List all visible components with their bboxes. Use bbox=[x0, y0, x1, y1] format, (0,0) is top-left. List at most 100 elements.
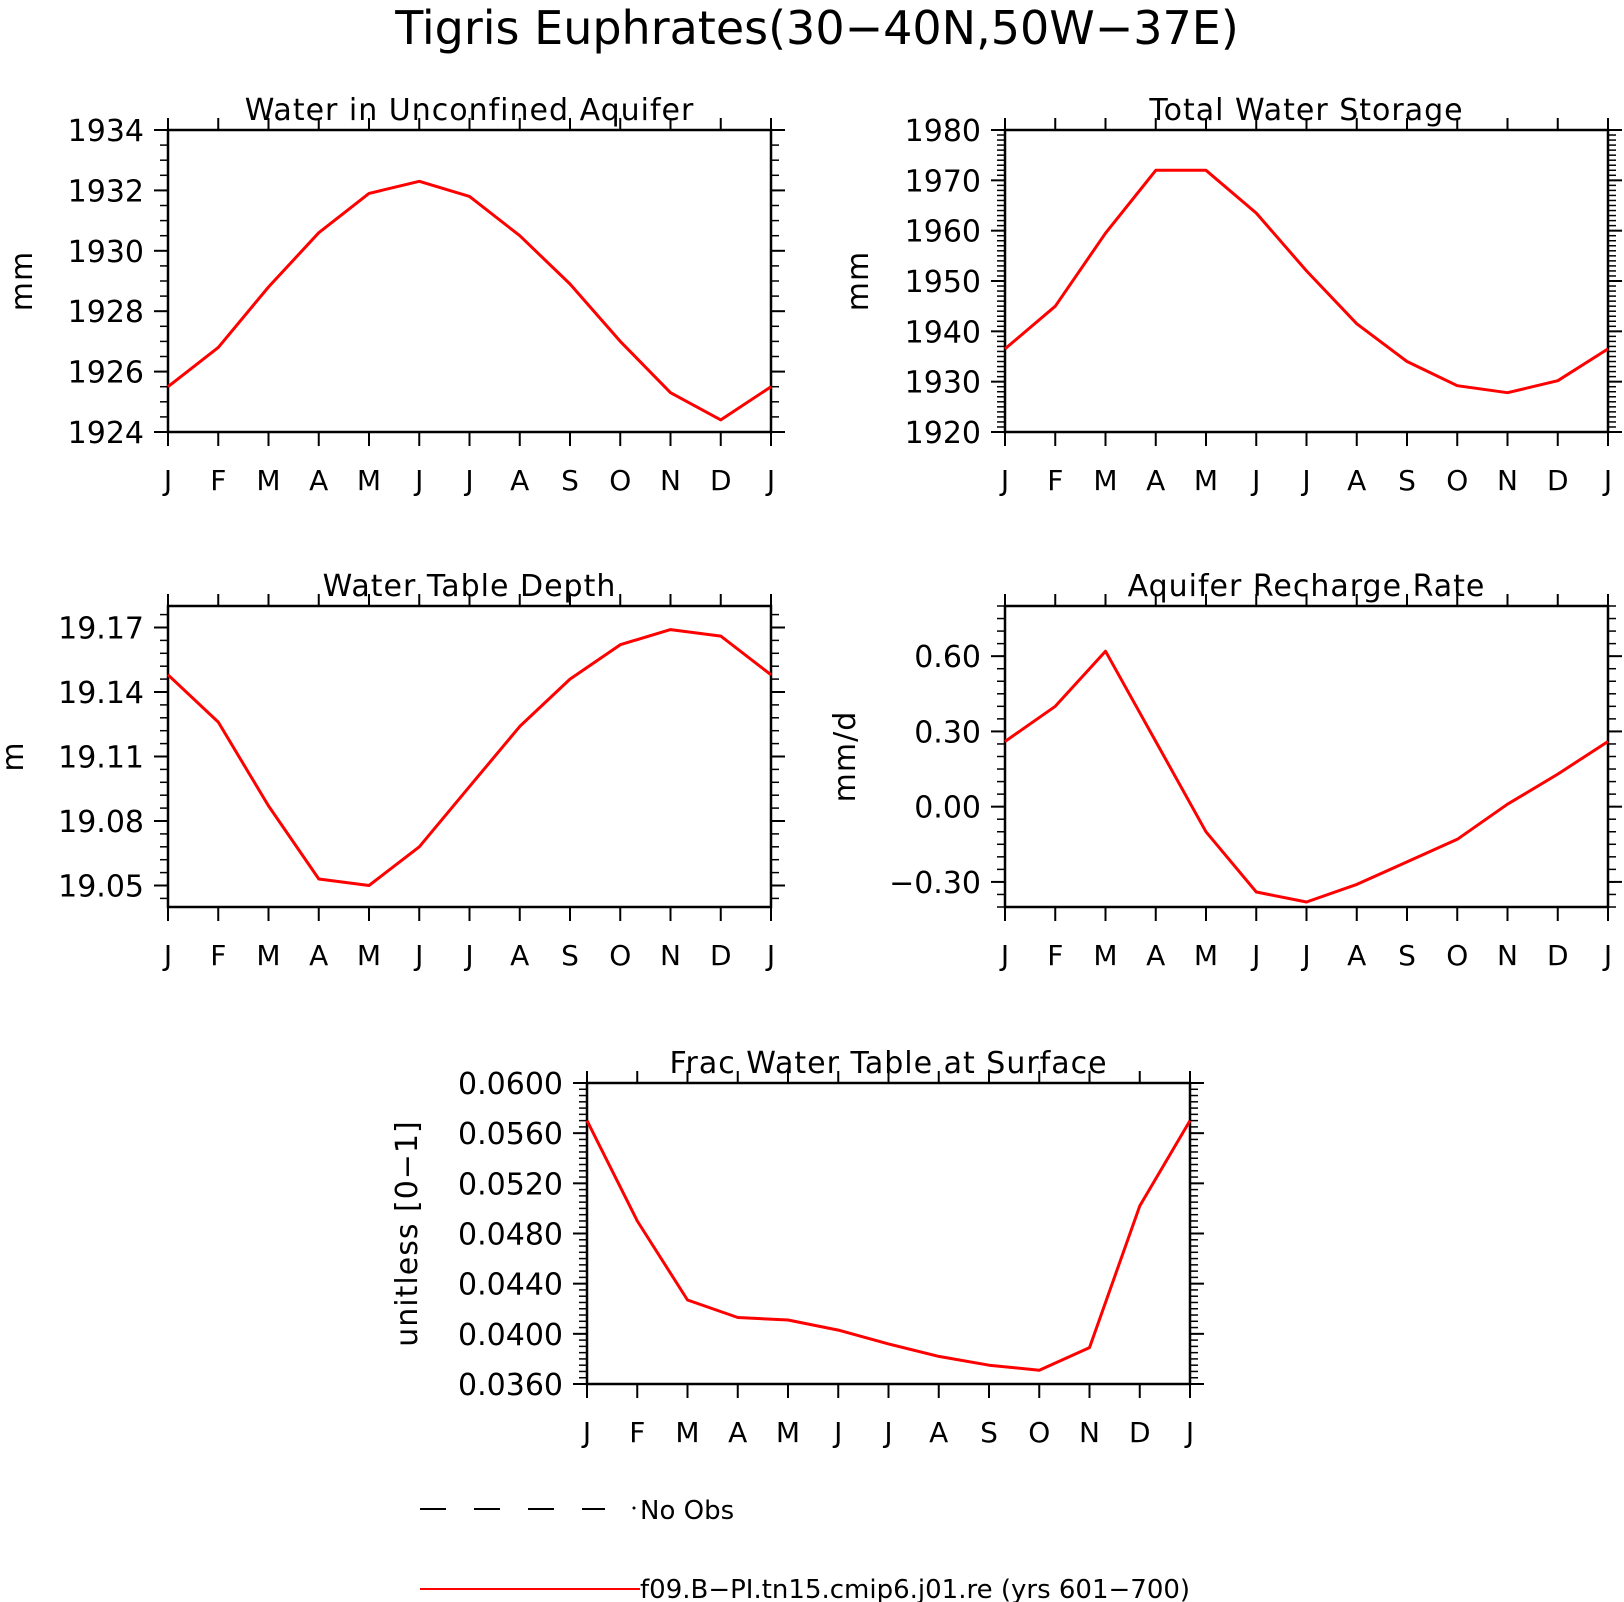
x-tick-label: F bbox=[210, 939, 226, 972]
x-tick-label: J bbox=[581, 1416, 591, 1449]
y-tick-label: 1960 bbox=[905, 215, 981, 250]
x-tick-label: O bbox=[1446, 939, 1468, 972]
x-tick-label: A bbox=[728, 1416, 747, 1449]
y-tick-label: 19.17 bbox=[58, 612, 144, 647]
y-tick-label: 0.00 bbox=[914, 791, 981, 826]
x-tick-label: F bbox=[1047, 939, 1063, 972]
x-tick-label: M bbox=[1093, 939, 1117, 972]
y-tick-label: 0.0480 bbox=[458, 1218, 563, 1253]
x-tick-label: O bbox=[1028, 1416, 1050, 1449]
x-tick-label: A bbox=[510, 464, 529, 497]
y-tick-label: 1940 bbox=[905, 315, 981, 350]
legend-obs-label: No Obs bbox=[640, 1496, 734, 1526]
y-tick-label: 1928 bbox=[68, 295, 144, 330]
x-tick-label: J bbox=[999, 464, 1009, 497]
plot-frame bbox=[585, 1081, 1192, 1386]
x-tick-label: D bbox=[1129, 1416, 1151, 1449]
x-tick-label: J bbox=[463, 464, 473, 497]
x-tick-label: J bbox=[1300, 939, 1310, 972]
x-tick-label: O bbox=[609, 939, 631, 972]
y-tick-label: 1934 bbox=[68, 114, 144, 149]
y-tick-label: 0.0360 bbox=[458, 1368, 563, 1403]
plot-frame bbox=[166, 128, 773, 434]
x-tick-label: D bbox=[1547, 939, 1569, 972]
y-tick-label: 0.0400 bbox=[458, 1318, 563, 1353]
x-tick-label: D bbox=[710, 939, 732, 972]
x-tick-label: J bbox=[413, 464, 423, 497]
y-tick-label: 19.08 bbox=[58, 805, 144, 840]
y-axis-label: mm bbox=[841, 251, 876, 311]
x-tick-label: S bbox=[561, 464, 579, 497]
y-axis-label: m bbox=[0, 741, 31, 771]
x-tick-label: A bbox=[929, 1416, 948, 1449]
x-tick-label: J bbox=[162, 939, 172, 972]
x-tick-label: D bbox=[710, 464, 732, 497]
series-line bbox=[1004, 168, 1609, 395]
x-tick-label: D bbox=[1547, 464, 1569, 497]
plot-frame bbox=[1003, 128, 1610, 434]
y-tick-label: 1920 bbox=[905, 416, 981, 451]
y-tick-label: −0.30 bbox=[889, 866, 981, 901]
x-tick-label: N bbox=[660, 939, 681, 972]
plot-frame bbox=[1003, 604, 1610, 909]
figure-title: Tigris Euphrates(30−40N,50W−37E) bbox=[394, 1, 1239, 55]
x-tick-label: O bbox=[609, 464, 631, 497]
y-tick-label: 0.0600 bbox=[458, 1067, 563, 1102]
x-tick-label: J bbox=[463, 939, 473, 972]
y-tick-label: 19.05 bbox=[58, 870, 144, 905]
x-tick-label: M bbox=[776, 1416, 800, 1449]
x-tick-label: M bbox=[1194, 939, 1218, 972]
x-tick-label: J bbox=[1184, 1416, 1194, 1449]
x-tick-label: A bbox=[309, 464, 328, 497]
x-tick-label: N bbox=[1079, 1416, 1100, 1449]
y-axis-label: mm bbox=[5, 251, 40, 311]
x-tick-label: A bbox=[1347, 939, 1366, 972]
y-tick-label: 1950 bbox=[905, 265, 981, 300]
y-tick-label: 1970 bbox=[905, 164, 981, 199]
x-tick-label: O bbox=[1446, 464, 1468, 497]
series-line bbox=[585, 1119, 1192, 1372]
x-tick-label: M bbox=[357, 464, 381, 497]
x-tick-label: N bbox=[660, 464, 681, 497]
y-tick-label: 0.60 bbox=[914, 640, 981, 675]
x-tick-label: J bbox=[882, 1416, 892, 1449]
y-tick-label: 1980 bbox=[905, 114, 981, 149]
x-tick-label: M bbox=[1194, 464, 1218, 497]
x-tick-label: M bbox=[1093, 464, 1117, 497]
x-tick-label: M bbox=[675, 1416, 699, 1449]
x-tick-label: F bbox=[629, 1416, 645, 1449]
y-tick-label: 0.0440 bbox=[458, 1268, 563, 1303]
plot-frame bbox=[166, 604, 773, 909]
x-tick-label: J bbox=[765, 464, 775, 497]
x-tick-label: J bbox=[832, 1416, 842, 1449]
series-line bbox=[1004, 649, 1609, 904]
series-line bbox=[167, 179, 772, 422]
y-tick-label: 0.0520 bbox=[458, 1167, 563, 1202]
y-tick-label: 19.14 bbox=[58, 676, 144, 711]
x-tick-label: A bbox=[1347, 464, 1366, 497]
x-tick-label: S bbox=[1398, 939, 1416, 972]
x-tick-label: F bbox=[210, 464, 226, 497]
x-tick-label: N bbox=[1497, 939, 1518, 972]
x-tick-label: A bbox=[1146, 939, 1165, 972]
x-tick-label: S bbox=[561, 939, 579, 972]
legend-obs-dot bbox=[632, 1506, 636, 1510]
x-tick-label: J bbox=[162, 464, 172, 497]
x-tick-label: A bbox=[309, 939, 328, 972]
x-tick-label: M bbox=[256, 939, 280, 972]
x-tick-label: J bbox=[999, 939, 1009, 972]
x-tick-label: M bbox=[256, 464, 280, 497]
x-tick-label: J bbox=[765, 939, 775, 972]
x-tick-label: M bbox=[357, 939, 381, 972]
x-tick-label: J bbox=[1250, 464, 1260, 497]
legend-model-label: f09.B−PI.tn15.cmip6.j01.re (yrs 601−700) bbox=[640, 1575, 1190, 1602]
x-tick-label: J bbox=[413, 939, 423, 972]
y-axis-label: unitless [0−1] bbox=[390, 1120, 425, 1346]
